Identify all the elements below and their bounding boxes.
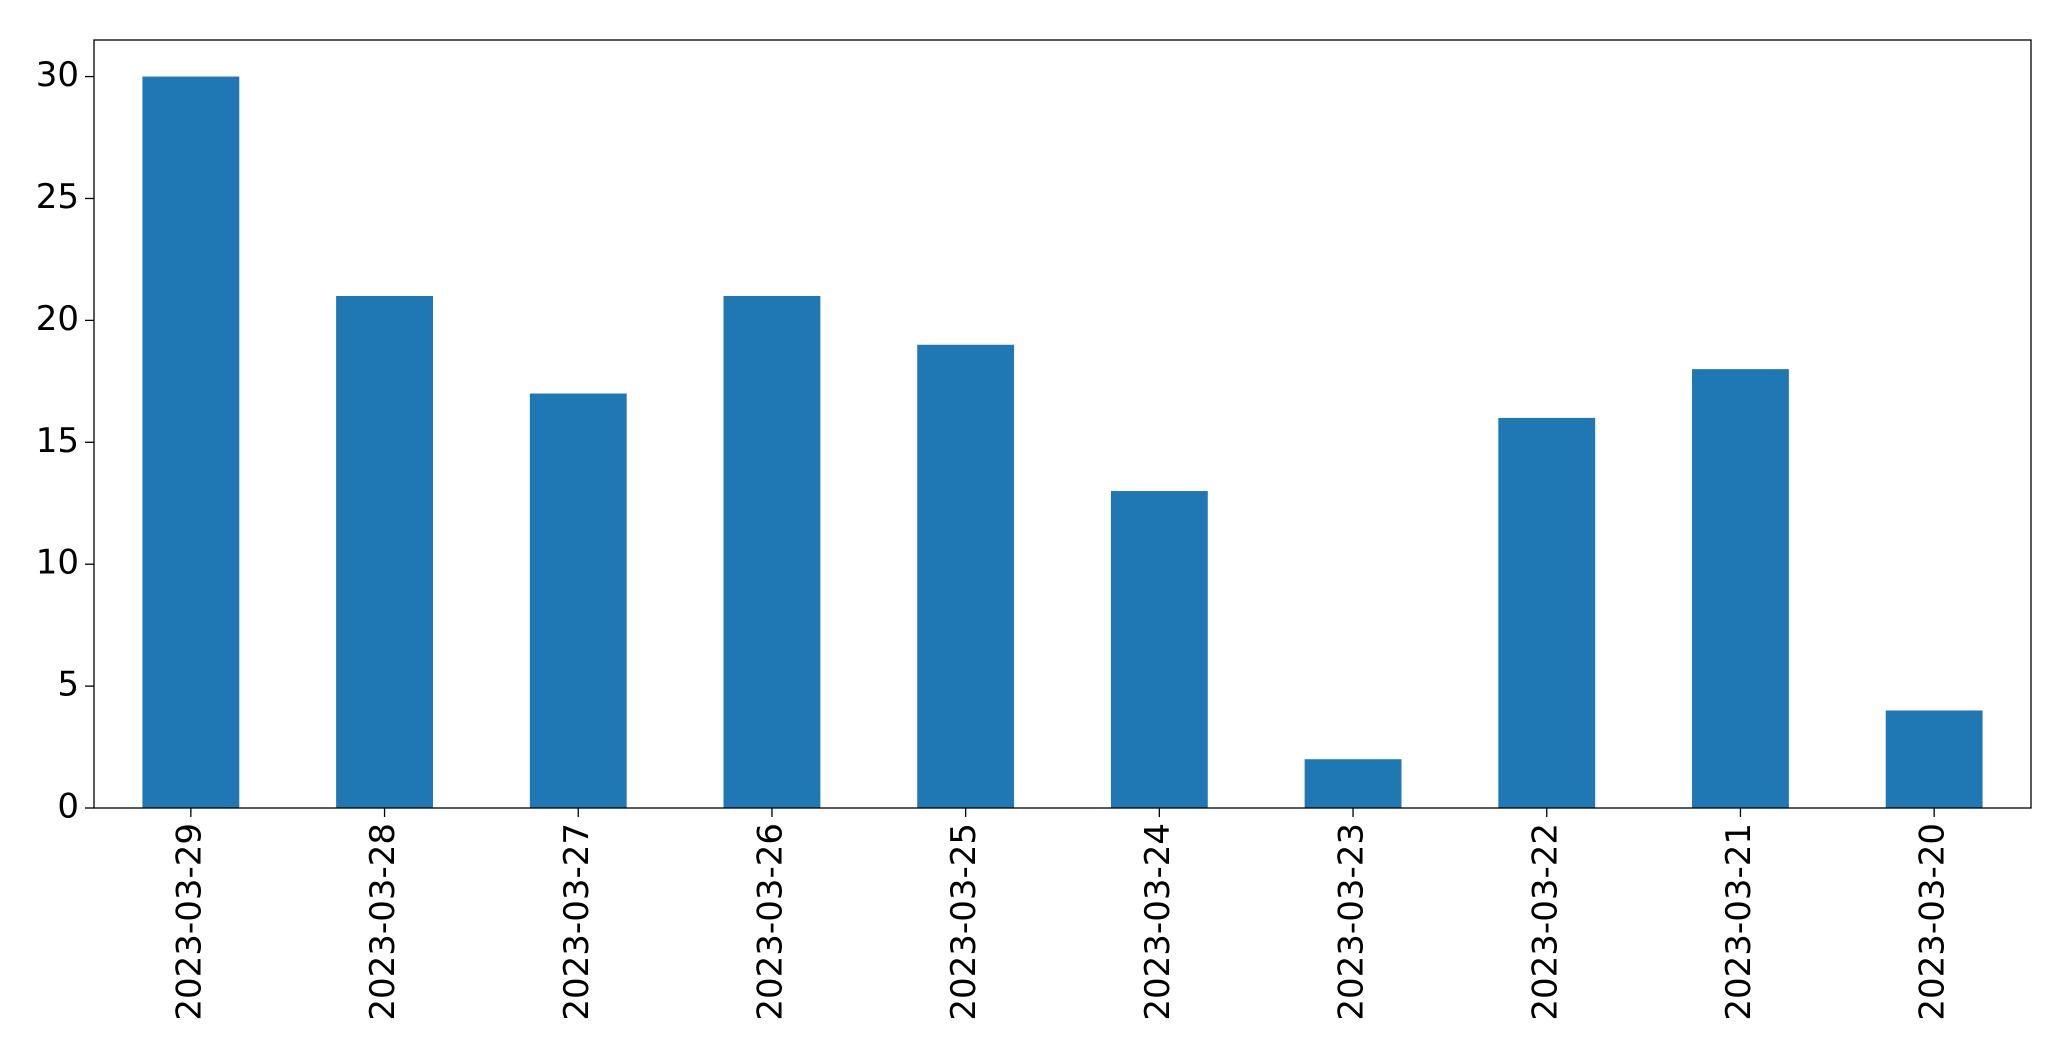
x-tick-label: 2023-03-20 xyxy=(1913,823,1953,1021)
y-tick-label: 5 xyxy=(57,665,79,705)
bar xyxy=(723,296,821,808)
bar xyxy=(917,344,1015,808)
y-tick-label: 15 xyxy=(36,421,79,461)
x-tick-label: 2023-03-28 xyxy=(363,823,403,1021)
bar xyxy=(1498,417,1596,808)
y-tick-label: 25 xyxy=(36,177,79,217)
bar xyxy=(336,296,433,808)
x-tick-label: 2023-03-21 xyxy=(1719,823,1759,1021)
bar xyxy=(142,76,240,809)
y-tick-label: 20 xyxy=(36,299,79,339)
y-tick-label: 10 xyxy=(36,543,79,583)
y-tick-label: 0 xyxy=(57,787,79,827)
y-tick-label: 30 xyxy=(36,55,79,95)
axes-frame xyxy=(93,39,2032,809)
bar xyxy=(529,393,627,808)
x-tick-label: 2023-03-26 xyxy=(750,823,790,1021)
bar xyxy=(1692,369,1789,808)
x-tick-label: 2023-03-29 xyxy=(169,823,209,1021)
x-tick-label: 2023-03-27 xyxy=(557,823,597,1021)
x-tick-label: 2023-03-22 xyxy=(1525,823,1565,1021)
x-tick-label: 2023-03-23 xyxy=(1332,823,1372,1021)
bar xyxy=(1885,710,1983,808)
bar xyxy=(1304,759,1402,808)
bar xyxy=(1110,491,1208,808)
x-tick-label: 2023-03-25 xyxy=(944,823,984,1021)
x-tick-label: 2023-03-24 xyxy=(1138,823,1178,1021)
